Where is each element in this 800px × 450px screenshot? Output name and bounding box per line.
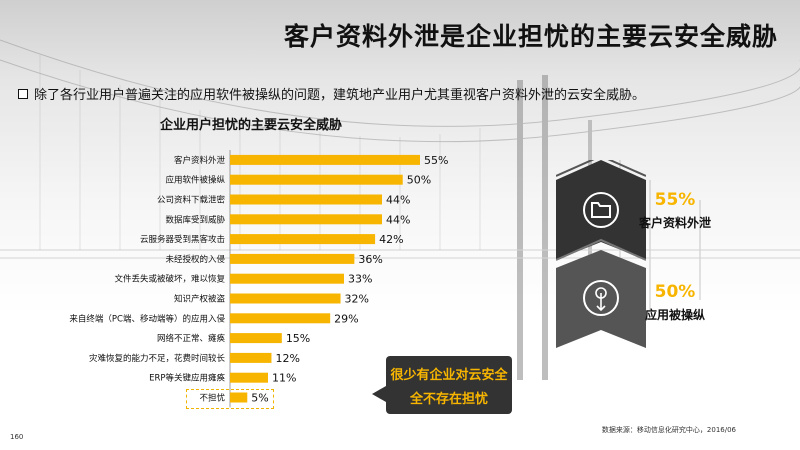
subtitle-text: 除了各行业用户普遍关注的应用软件被操纵的问题，建筑地产业用户尤其重视客户资料外泄… [34,88,646,103]
chevron-graphic [556,160,646,348]
highlight-dashed-box [186,389,274,409]
category-label-0: 客户资料外泄 [174,155,226,166]
folder-icon [583,192,619,228]
value-label-4: 42% [379,233,403,246]
callout-pointer [372,386,386,402]
category-label-12: 不担忧 [199,393,225,404]
source-note: 数据来源：移动信息化研究中心，2016/06 [601,426,736,434]
bar-5 [230,253,355,264]
category-label-2: 公司资料下载泄密 [157,195,226,206]
value-label-6: 33% [348,273,372,286]
bar-4 [230,234,376,245]
stat-2-label: 应用被操纵 [644,308,705,322]
stat-2-percent: 50% [654,282,696,302]
category-label-10: 灾难恢复的能力不足，花费时间较长 [89,353,226,364]
bar-12 [230,392,248,403]
category-label-5: 未经授权的入侵 [165,254,225,265]
bar-10 [230,352,272,363]
stat-1-percent: 55% [654,190,696,210]
page-number: 160 [10,433,24,441]
category-label-9: 网络不正常、瘫痪 [157,333,226,344]
bullet-square-icon [18,88,28,99]
category-label-4: 云服务器受到黑客攻击 [140,234,225,245]
touch-hand-icon [583,280,619,316]
bar-11 [230,372,268,383]
value-label-8: 29% [334,312,358,325]
category-label-7: 知识产权被盗 [174,294,226,305]
value-label-7: 32% [345,293,369,306]
value-label-0: 55% [424,154,448,167]
value-label-1: 50% [407,174,431,187]
value-label-10: 12% [275,352,299,365]
bar-6 [230,273,344,284]
bar-3 [230,214,382,225]
title-bar: 客户资料外泄是企业担忧的主要云安全威胁 [0,0,800,68]
page-title: 客户资料外泄是企业担忧的主要云安全威胁 [283,22,778,51]
value-label-9: 15% [286,332,310,345]
value-label-12: 5% [251,392,268,405]
subtitle-row: 除了各行业用户普遍关注的应用软件被操纵的问题，建筑地产业用户尤其重视客户资料外泄… [18,84,645,103]
bar-8 [230,313,331,324]
callout-box: 很少有企业对云安全 全不存在担忧 [386,356,512,414]
bar-1 [230,174,403,185]
value-label-11: 11% [272,372,296,385]
category-label-11: ERP等关键应用瘫痪 [149,373,225,384]
bar-9 [230,333,282,344]
bar-0 [230,154,420,165]
category-label-8: 来自终端（PC端、移动端等）的应用入侵 [69,313,225,324]
chart-title: 企业用户担忧的主要云安全威胁 [160,118,343,133]
stat-1-label: 客户资料外泄 [638,216,711,230]
value-label-3: 44% [386,213,410,226]
bar-2 [230,194,382,205]
value-label-2: 44% [386,194,410,207]
category-label-1: 应用软件被操纵 [165,175,225,186]
callout-line-1: 很少有企业对云安全 [390,368,508,383]
bar-7 [230,293,341,304]
category-label-6: 文件丢失或被破坏，难以恢复 [114,274,225,285]
value-label-5: 36% [358,253,382,266]
category-label-3: 数据库受到威胁 [165,214,225,225]
callout-line-2: 全不存在担忧 [409,392,488,407]
